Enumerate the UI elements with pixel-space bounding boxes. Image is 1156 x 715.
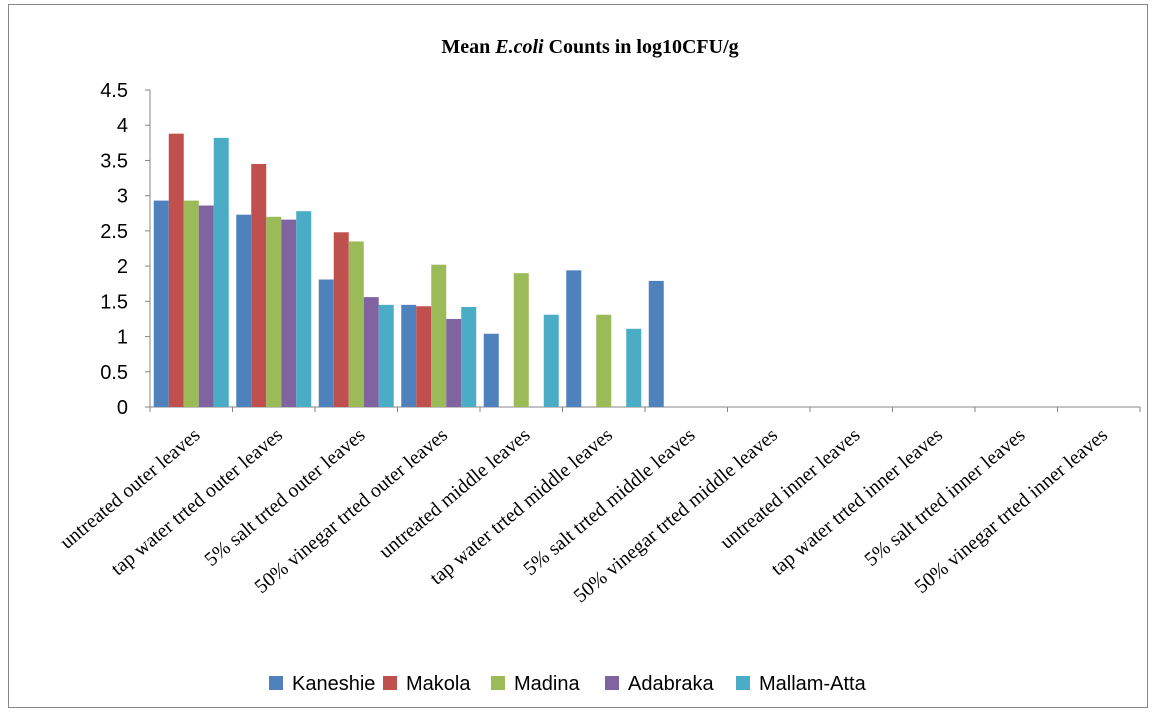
y-tick-label: 2 xyxy=(117,256,128,278)
bar-kaneshie xyxy=(318,279,334,407)
x-axis xyxy=(149,406,1141,412)
legend-swatch-makola xyxy=(383,676,397,690)
bar-mallam-atta xyxy=(626,328,642,407)
bar-madina xyxy=(348,241,364,407)
legend-label: Adabraka xyxy=(628,673,714,695)
bar-madina xyxy=(513,273,529,407)
legend-swatch-madina xyxy=(491,676,505,690)
bar-kaneshie xyxy=(153,200,169,407)
y-tick-label: 3.5 xyxy=(100,150,128,172)
category-label: tap water trted inner leaves xyxy=(767,424,947,580)
legend-swatch-mallam-atta xyxy=(736,676,750,690)
legend: Kaneshie Makola Madina Adabraka Mallam-Atta xyxy=(269,673,867,695)
bar-adabraka xyxy=(446,318,462,407)
bar-kaneshie xyxy=(236,214,252,407)
bar-madina xyxy=(183,200,199,407)
bar-mallam-atta xyxy=(543,314,559,407)
legend-swatch-kaneshie xyxy=(269,676,283,690)
category-label: 5% salt trted outer leaves xyxy=(200,424,369,571)
y-tick-label: 1.5 xyxy=(100,291,128,313)
bar-mallam-atta xyxy=(296,211,312,407)
bars xyxy=(153,133,664,408)
bar-madina xyxy=(596,314,612,407)
bar-makola xyxy=(168,133,184,408)
bar-mallam-atta xyxy=(213,137,229,407)
bar-kaneshie xyxy=(648,280,664,407)
legend-label: Makola xyxy=(406,673,471,695)
y-tick-label: 0.5 xyxy=(100,362,128,384)
bar-makola xyxy=(416,306,432,407)
bar-mallam-atta xyxy=(378,304,394,407)
bar-mallam-atta xyxy=(461,306,477,407)
bar-kaneshie xyxy=(401,304,417,407)
category-label: tap water trted outer leaves xyxy=(107,424,287,580)
category-label: untreated inner leaves xyxy=(716,424,865,554)
bar-adabraka xyxy=(363,297,379,407)
bar-adabraka xyxy=(198,205,214,407)
legend-label: Madina xyxy=(514,673,580,695)
bar-madina xyxy=(431,264,447,407)
y-tick-label: 4 xyxy=(117,115,128,137)
chart-title: Mean E.coli Counts in log10CFU/g xyxy=(441,36,738,58)
y-tick-label: 4.5 xyxy=(100,80,128,102)
category-label: untreated middle leaves xyxy=(375,424,535,563)
y-tick-label: 2.5 xyxy=(100,221,128,243)
y-tick-label: 3 xyxy=(117,186,128,208)
y-tick-label: 0 xyxy=(117,397,128,419)
bar-adabraka xyxy=(281,219,297,407)
bar-kaneshie xyxy=(566,270,582,407)
category-label: untreated outer leaves xyxy=(56,424,205,554)
y-tick-label: 1 xyxy=(117,327,128,349)
legend-label: Kaneshie xyxy=(292,673,375,695)
y-axis: 0 0.5 1 1.5 2 2.5 3 3.5 4 4.5 xyxy=(100,80,151,419)
bar-makola xyxy=(333,232,349,407)
bar-makola xyxy=(251,163,267,407)
category-label: 5% salt trted inner leaves xyxy=(860,424,1029,571)
legend-swatch-adabraka xyxy=(605,676,619,690)
bar-madina xyxy=(266,216,282,407)
bar-kaneshie xyxy=(483,333,499,407)
legend-label: Mallam-Atta xyxy=(759,673,867,695)
